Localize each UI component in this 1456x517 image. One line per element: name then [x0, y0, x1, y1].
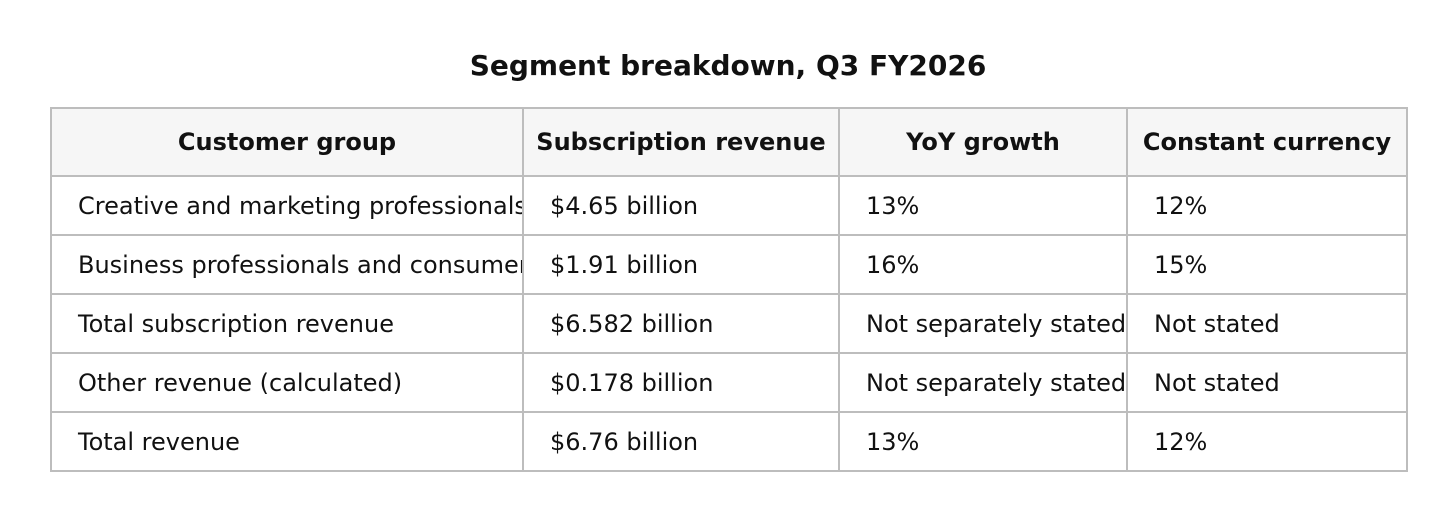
table-row: Other revenue (calculated) $0.178 billio… — [50, 352, 1408, 413]
table-row: Total revenue $6.76 billion 13% 12% — [50, 411, 1408, 472]
table-header: Customer group Subscription revenue YoY … — [50, 107, 1408, 177]
cell-customer-group: Total subscription revenue — [50, 293, 524, 354]
cell-customer-group: Other revenue (calculated) — [50, 352, 524, 413]
cell-customer-group: Total revenue — [50, 411, 524, 472]
segment-breakdown-table: Customer group Subscription revenue YoY … — [50, 107, 1408, 472]
cell-subscription-revenue: $6.76 billion — [522, 411, 840, 472]
cell-yoy-growth: 13% — [838, 411, 1128, 472]
cell-yoy-growth: Not separately stated — [838, 352, 1128, 413]
cell-constant-currency: 12% — [1126, 175, 1408, 236]
cell-constant-currency: Not stated — [1126, 352, 1408, 413]
table-row: Total subscription revenue $6.582 billio… — [50, 293, 1408, 354]
table-row: Creative and marketing professionals $4.… — [50, 175, 1408, 236]
header-customer-group: Customer group — [50, 107, 524, 177]
cell-yoy-growth: Not separately stated — [838, 293, 1128, 354]
cell-constant-currency: 15% — [1126, 234, 1408, 295]
cell-subscription-revenue: $4.65 billion — [522, 175, 840, 236]
table-title: Segment breakdown, Q3 FY2026 — [469, 49, 987, 82]
cell-customer-group: Creative and marketing professionals — [50, 175, 524, 236]
cell-yoy-growth: 13% — [838, 175, 1128, 236]
header-subscription-revenue: Subscription revenue — [522, 107, 840, 177]
header-row: Customer group Subscription revenue YoY … — [50, 107, 1408, 177]
cell-subscription-revenue: $1.91 billion — [522, 234, 840, 295]
cell-constant-currency: Not stated — [1126, 293, 1408, 354]
table-row: Business professionals and consumers $1.… — [50, 234, 1408, 295]
header-constant-currency: Constant currency — [1126, 107, 1408, 177]
table-body: Creative and marketing professionals $4.… — [50, 175, 1408, 472]
header-yoy-growth: YoY growth — [838, 107, 1128, 177]
cell-subscription-revenue: $0.178 billion — [522, 352, 840, 413]
cell-constant-currency: 12% — [1126, 411, 1408, 472]
cell-customer-group: Business professionals and consumers — [50, 234, 524, 295]
cell-yoy-growth: 16% — [838, 234, 1128, 295]
cell-subscription-revenue: $6.582 billion — [522, 293, 840, 354]
